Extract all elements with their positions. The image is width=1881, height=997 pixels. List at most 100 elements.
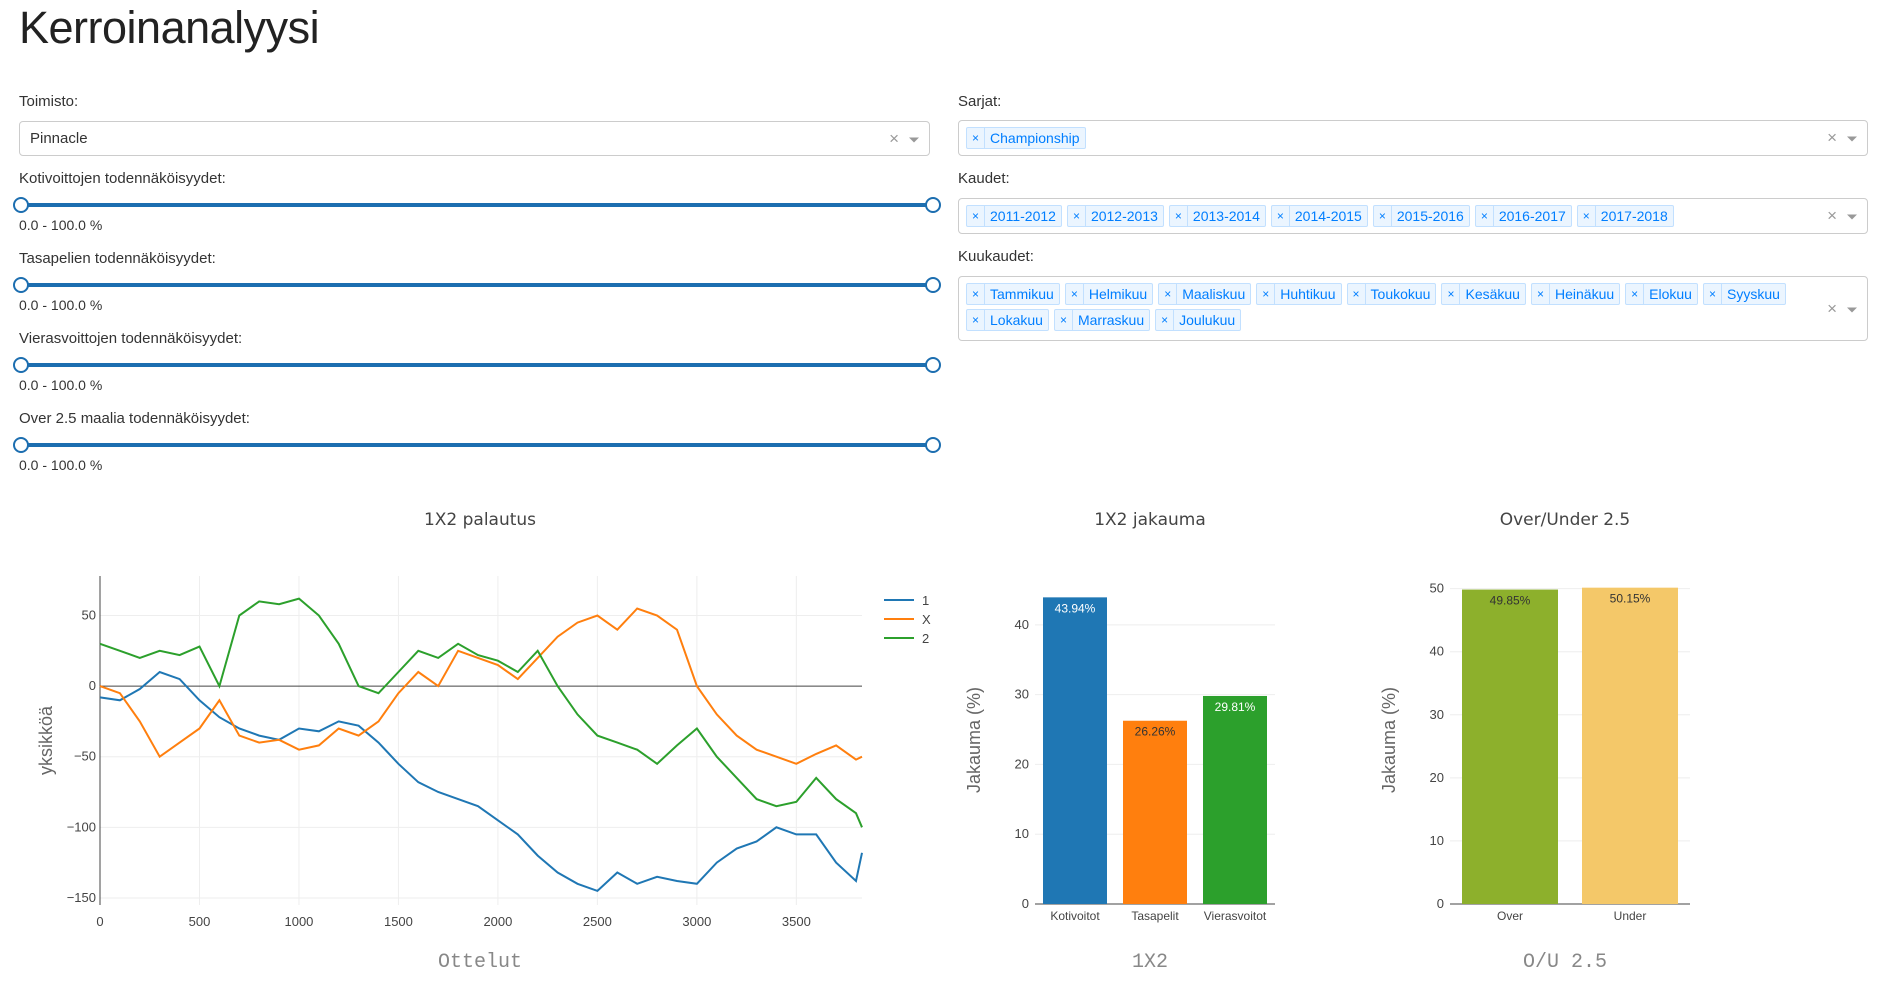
y-tick-label: 20: [1430, 770, 1444, 785]
selected-tag[interactable]: × 2012-2013: [1066, 205, 1164, 227]
page-title: Kerroinanalyysi: [19, 2, 320, 53]
remove-tag-icon[interactable]: ×: [1068, 206, 1086, 226]
slider-track[interactable]: [19, 283, 935, 287]
series-line-1: [99, 670, 863, 893]
selected-tag[interactable]: × Lokakuu: [966, 309, 1049, 331]
selected-tag[interactable]: × Elokuu: [1625, 283, 1698, 305]
y-tick-label: −150: [67, 890, 96, 905]
tag-label: Championship: [990, 130, 1080, 146]
y-tick-label: 10: [1015, 826, 1029, 841]
selected-tag[interactable]: × Toukokuu: [1346, 283, 1437, 305]
slider-track[interactable]: [19, 363, 935, 367]
selected-tag[interactable]: × 2014-2015: [1270, 205, 1368, 227]
selected-tag[interactable]: × 2011-2012: [966, 205, 1062, 227]
x-tick-label: 0: [96, 914, 103, 929]
remove-tag-icon[interactable]: ×: [1348, 284, 1366, 304]
bar-value-label: 26.26%: [1135, 725, 1176, 739]
remove-tag-icon[interactable]: ×: [967, 206, 986, 226]
x-tick-label: 1000: [284, 914, 313, 929]
selected-tag[interactable]: × Joulukuu: [1155, 309, 1242, 331]
remove-tag-icon[interactable]: ×: [1257, 284, 1276, 304]
remove-tag-icon[interactable]: ×: [1156, 310, 1175, 330]
season-tags: × 2011-2012 × 2012-2013 × 2013-2014 × 2014-2015…: [964, 203, 1809, 229]
slider-track[interactable]: [19, 203, 935, 207]
tag-label: Huhtikuu: [1280, 286, 1336, 302]
slider-handle-max[interactable]: [925, 357, 941, 373]
selected-tag[interactable]: × 2013-2014: [1168, 205, 1266, 227]
clear-icon[interactable]: ×: [1827, 128, 1837, 147]
remove-tag-icon[interactable]: ×: [1055, 310, 1073, 330]
y-tick-label: 40: [1015, 617, 1029, 632]
bar-under: [1582, 587, 1678, 904]
seasons-select[interactable]: × 2011-2012 × 2012-2013 × 2013-2014 × 2014-2015…: [958, 198, 1868, 234]
selected-tag[interactable]: × Heinäkuu: [1530, 283, 1621, 305]
legend-label-X: X: [922, 612, 931, 627]
selected-tag[interactable]: × Marraskuu: [1053, 309, 1151, 331]
tag-label: 2012-2013: [1090, 208, 1158, 224]
remove-tag-icon[interactable]: ×: [1066, 284, 1084, 304]
tag-label: Kesäkuu: [1465, 286, 1520, 302]
bar-value-label: 43.94%: [1055, 601, 1096, 615]
slider-track[interactable]: [19, 443, 935, 447]
selected-tag[interactable]: × Kesäkuu: [1441, 283, 1526, 305]
ou-bar-chart: 0 10 20 30 40 50 Jakauma (%) 49.85% Over 50.15% Un…: [1379, 581, 1690, 923]
slider-handle-max[interactable]: [925, 277, 941, 293]
remove-tag-icon[interactable]: ×: [1170, 206, 1188, 226]
remove-tag-icon[interactable]: ×: [1704, 284, 1722, 304]
remove-tag-icon[interactable]: ×: [967, 310, 986, 330]
slider-handle-max[interactable]: [925, 197, 941, 213]
home-prob-slider[interactable]: [13, 195, 941, 215]
y-tick-label: 30: [1430, 707, 1444, 722]
remove-tag-icon[interactable]: ×: [1159, 284, 1178, 304]
selected-tag[interactable]: × 2017-2018: [1576, 205, 1674, 227]
seasons-label: Kaudet:: [958, 170, 1010, 187]
y-tick-label: 30: [1015, 687, 1029, 702]
clear-icon[interactable]: ×: [1827, 298, 1837, 318]
selected-tag[interactable]: × Tammikuu: [966, 283, 1060, 305]
bookmaker-select[interactable]: Pinnacle ×: [19, 121, 930, 156]
chevron-down-icon[interactable]: [1847, 136, 1857, 142]
chevron-down-icon[interactable]: [1847, 214, 1857, 220]
chevron-down-icon[interactable]: [909, 137, 919, 142]
selected-tag[interactable]: × Helmikuu: [1064, 283, 1154, 305]
slider-handle-min[interactable]: [13, 357, 29, 373]
over-prob-slider[interactable]: [13, 435, 941, 455]
slider-handle-max[interactable]: [925, 437, 941, 453]
x-tick-label: 3500: [782, 914, 811, 929]
remove-tag-icon[interactable]: ×: [1272, 206, 1290, 226]
selected-tag[interactable]: × 2016-2017: [1474, 205, 1572, 227]
selected-tag[interactable]: × Championship: [966, 127, 1086, 149]
selected-tag[interactable]: × 2015-2016: [1372, 205, 1470, 227]
remove-tag-icon[interactable]: ×: [1374, 206, 1392, 226]
draw-prob-slider[interactable]: [13, 275, 941, 295]
bar-value-label: 50.15%: [1610, 592, 1651, 606]
months-select[interactable]: × Tammikuu × Helmikuu × Maaliskuu × Huhtikuu × To…: [958, 276, 1868, 341]
remove-tag-icon[interactable]: ×: [1626, 284, 1645, 304]
series-tags: × Championship: [964, 125, 1809, 151]
selected-tag[interactable]: × Maaliskuu: [1158, 283, 1252, 305]
1x2-chart-xlabel: 1X2: [1131, 951, 1168, 974]
selected-tag[interactable]: × Syyskuu: [1702, 283, 1786, 305]
chevron-down-icon[interactable]: [1847, 307, 1857, 312]
remove-tag-icon[interactable]: ×: [967, 128, 986, 148]
remove-tag-icon[interactable]: ×: [967, 284, 986, 304]
bookmaker-select-value: Pinnacle: [30, 130, 88, 147]
tag-label: 2017-2018: [1600, 208, 1668, 224]
away-prob-slider[interactable]: [13, 355, 941, 375]
y-tick-label: 0: [1437, 896, 1444, 911]
selected-tag[interactable]: × Huhtikuu: [1256, 283, 1342, 305]
clear-icon[interactable]: ×: [1827, 206, 1837, 225]
slider-handle-min[interactable]: [13, 437, 29, 453]
remove-tag-icon[interactable]: ×: [1578, 206, 1596, 226]
clear-icon[interactable]: ×: [889, 128, 899, 148]
draw-prob-value: 0.0 - 100.0 %: [19, 297, 103, 313]
remove-tag-icon[interactable]: ×: [1532, 284, 1550, 304]
over-prob-label: Over 2.5 maalia todennäköisyydet:: [19, 410, 250, 427]
slider-handle-min[interactable]: [13, 277, 29, 293]
remove-tag-icon[interactable]: ×: [1442, 284, 1461, 304]
returns-chart-title: 1X2 palautus: [423, 510, 537, 530]
tag-label: Elokuu: [1649, 286, 1692, 302]
slider-handle-min[interactable]: [13, 197, 29, 213]
remove-tag-icon[interactable]: ×: [1476, 206, 1494, 226]
series-select[interactable]: × Championship ×: [958, 120, 1868, 156]
